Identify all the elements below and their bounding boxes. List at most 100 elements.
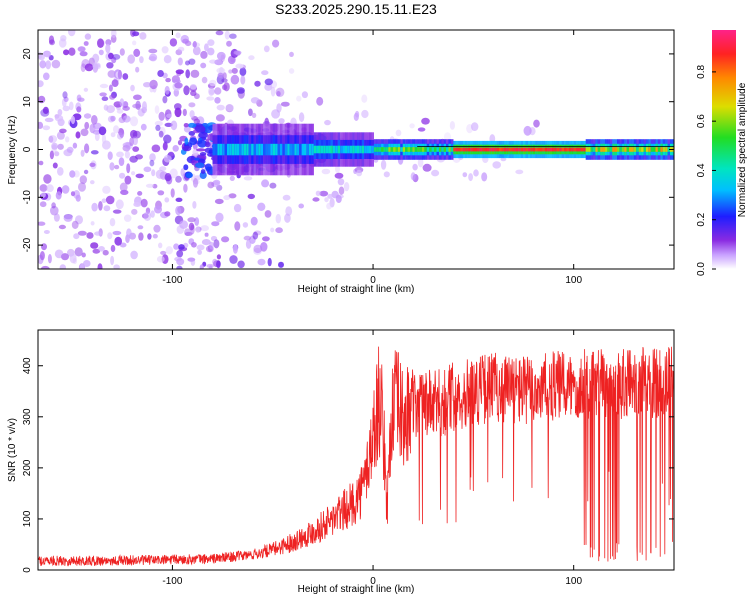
spectrogram-cell bbox=[491, 147, 495, 152]
spectrogram-cell bbox=[237, 260, 245, 269]
spectrogram-cell bbox=[263, 45, 270, 53]
spectrogram-cell bbox=[383, 147, 387, 152]
spectrogram-cell bbox=[83, 260, 91, 267]
spectrogram-cell bbox=[90, 150, 99, 155]
spectrogram-cell bbox=[107, 70, 116, 78]
spectrogram-cell bbox=[145, 183, 155, 188]
spectrogram-cell bbox=[107, 151, 113, 160]
spectrogram-cell bbox=[166, 113, 172, 119]
spectrogram-cell bbox=[119, 129, 125, 138]
spectrogram-cell bbox=[248, 55, 255, 61]
spectrogram-cell bbox=[129, 116, 139, 127]
spectrogram-cell bbox=[607, 147, 610, 152]
spectrogram-cell bbox=[133, 48, 141, 58]
spectrogram-cell bbox=[212, 143, 216, 156]
spectrogram-cell bbox=[73, 190, 80, 199]
snr-frame bbox=[37, 329, 675, 571]
spectrogram-cell bbox=[79, 175, 88, 185]
spectrogram-cell bbox=[527, 147, 531, 152]
spectrogram-cell bbox=[624, 147, 627, 152]
spectrogram-cell bbox=[223, 82, 230, 92]
spectrogram-cell bbox=[484, 147, 488, 152]
spectrogram-cell bbox=[482, 147, 485, 152]
spectrogram-cell bbox=[470, 147, 473, 152]
spectrogram-cell bbox=[467, 147, 471, 152]
spectrogram-cell bbox=[383, 171, 390, 178]
spectrogram-cell bbox=[590, 147, 594, 152]
spectrogram-cell bbox=[414, 147, 418, 152]
spectrogram-cell bbox=[342, 145, 346, 154]
spectrogram-cell bbox=[200, 169, 206, 174]
spectrogram-cell bbox=[272, 143, 276, 156]
spectrogram-cell bbox=[213, 239, 220, 249]
spectrogram-cell bbox=[175, 69, 184, 75]
spectrogram-cell bbox=[217, 72, 224, 79]
spectrogram-cell bbox=[90, 180, 95, 185]
spectrogram-cell bbox=[175, 206, 182, 216]
spectrogram-cell bbox=[643, 147, 647, 152]
spectrogram-cell bbox=[170, 188, 175, 198]
spectrogram-cell bbox=[164, 85, 170, 95]
spectrogram-cell bbox=[280, 101, 290, 107]
spectrogram-cell bbox=[183, 164, 189, 171]
spectrogram-cell bbox=[496, 147, 500, 152]
spectrogram-cell bbox=[385, 147, 389, 152]
spectrogram-cell bbox=[126, 163, 131, 174]
y-tick-label: 0 bbox=[22, 567, 33, 573]
spectrogram-cell bbox=[81, 252, 86, 258]
spectrogram-cell bbox=[264, 83, 273, 91]
spectrogram-cell bbox=[355, 110, 360, 118]
spectrogram-cell bbox=[101, 96, 109, 101]
spectrogram-cell bbox=[330, 145, 334, 154]
spectrogram-cell bbox=[122, 73, 129, 80]
spectrogram-cell bbox=[489, 147, 492, 152]
spectrogram-cell bbox=[72, 142, 78, 149]
spectrogram-cell bbox=[356, 169, 363, 177]
spectrogram-cell bbox=[38, 221, 46, 226]
spectrogram-cell bbox=[99, 83, 109, 89]
spectrogram-cell bbox=[571, 147, 574, 152]
spectrogram-cell bbox=[251, 112, 257, 118]
spectrogram-cell bbox=[549, 147, 553, 152]
spectrogram-cell bbox=[196, 244, 205, 251]
spectrogram-cell bbox=[49, 150, 55, 160]
colorbar-tick-label: 0.6 bbox=[696, 114, 707, 128]
spectrogram-cell bbox=[231, 143, 235, 156]
spectrogram-cell bbox=[154, 105, 160, 114]
spectrogram-cell bbox=[252, 231, 259, 240]
spectrogram-cell bbox=[241, 143, 244, 156]
spectrogram-cell bbox=[334, 172, 344, 179]
spectrogram-cell bbox=[429, 147, 432, 152]
spectrogram-cell bbox=[402, 147, 406, 152]
spectrogram-cell bbox=[206, 263, 214, 268]
spectrogram-cell bbox=[366, 145, 370, 154]
spectrogram-cell bbox=[443, 147, 447, 152]
spectrogram-cell bbox=[264, 78, 273, 86]
spectrogram-cell bbox=[70, 115, 76, 125]
spectrogram-cell bbox=[417, 157, 424, 168]
spectrogram-cell bbox=[80, 128, 89, 137]
spectrogram-cell bbox=[57, 143, 64, 150]
spectrogram-cell bbox=[47, 254, 52, 264]
spectrogram-cell bbox=[508, 147, 512, 152]
spectrogram-cell bbox=[552, 147, 555, 152]
spectrogram-cell bbox=[174, 256, 183, 262]
spectrogram-cell bbox=[458, 147, 461, 152]
spectrogram-cell bbox=[296, 95, 302, 102]
spectrogram-cell bbox=[84, 63, 94, 72]
spectrogram-cell bbox=[168, 151, 175, 157]
spectrogram-cell bbox=[164, 173, 172, 182]
spectrogram-cell bbox=[189, 110, 195, 119]
spectrogram-cell bbox=[352, 145, 355, 154]
spectrogram-cell bbox=[441, 147, 444, 152]
spectrogram-cell bbox=[319, 190, 329, 197]
spectrogram-cell bbox=[110, 244, 116, 253]
spectrogram-cell bbox=[158, 242, 163, 249]
spectrogram-cell bbox=[182, 145, 192, 152]
spectrogram-cell bbox=[109, 94, 116, 100]
spectrogram-cell bbox=[277, 143, 281, 156]
spectrogram-cell bbox=[481, 172, 488, 182]
snr-marks bbox=[38, 346, 674, 567]
spectrogram-cell bbox=[204, 163, 212, 171]
spectrogram-cell bbox=[133, 202, 142, 207]
